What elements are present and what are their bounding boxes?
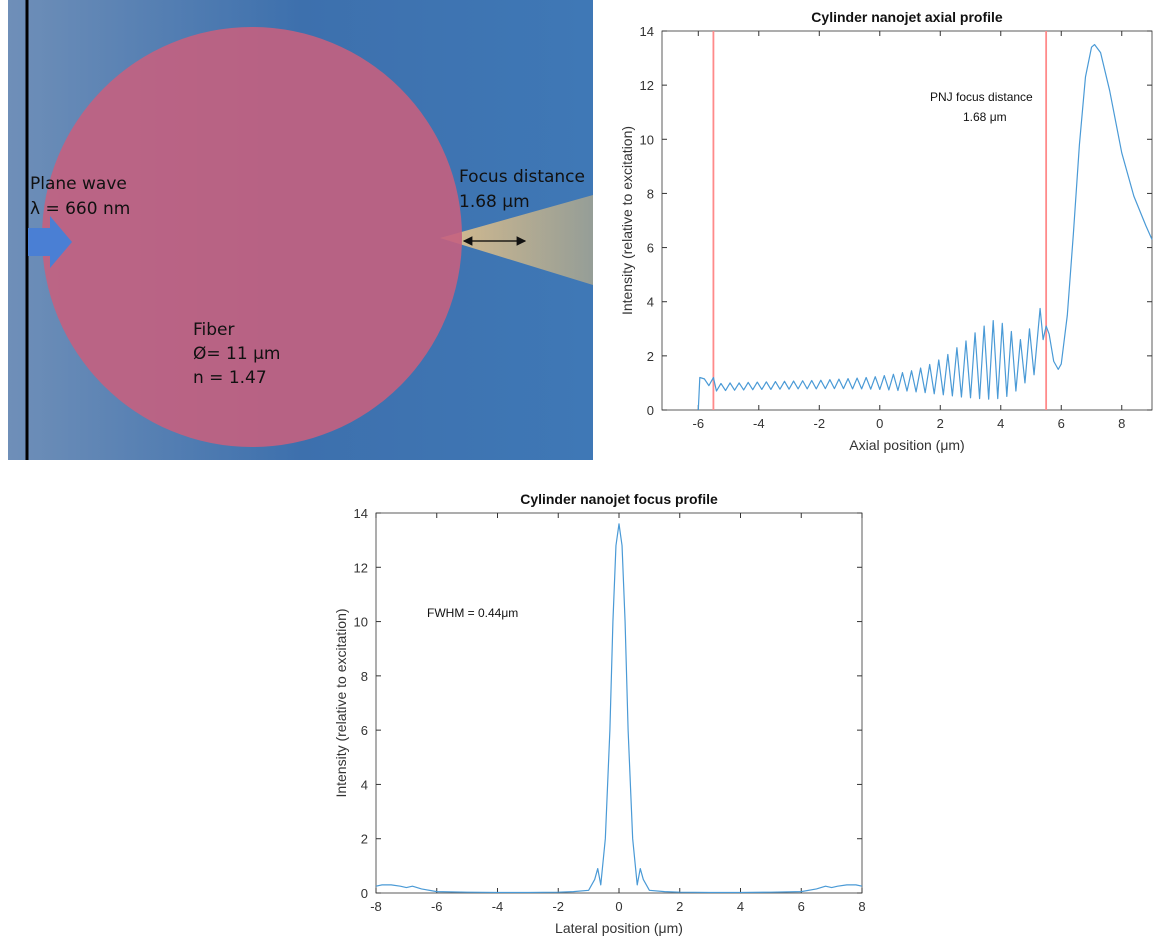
x-tick-label: -6 [431,899,443,914]
y-tick-label: 8 [647,186,654,201]
image-label: n = 1.47 [193,368,267,388]
y-tick-label: 12 [354,560,368,575]
annotation: 1.68 μm [963,110,1007,124]
y-tick-label: 12 [640,78,654,93]
y-axis-label: Intensity (relative to excitation) [619,126,635,315]
image-label: Plane wave [30,174,127,194]
y-tick-label: 10 [354,615,368,630]
x-axis-label: Axial position (μm) [849,437,964,453]
x-tick-label: -4 [753,416,765,431]
y-tick-label: 6 [361,723,368,738]
chart-title: Cylinder nanojet focus profile [520,491,718,507]
x-tick-label: 6 [1058,416,1065,431]
x-tick-label: 6 [798,899,805,914]
data-line [697,43,1153,411]
y-tick-label: 10 [640,132,654,147]
fiber-disk [42,27,462,447]
annotation: PNJ focus distance [930,90,1033,104]
x-tick-label: 8 [1118,416,1125,431]
x-tick-label: 4 [737,899,744,914]
y-tick-label: 0 [361,886,368,901]
x-tick-label: 2 [937,416,944,431]
y-tick-label: 14 [640,24,654,39]
x-tick-label: 0 [876,416,883,431]
y-tick-label: 8 [361,669,368,684]
wave-arrow [28,216,72,268]
y-tick-label: 0 [647,403,654,418]
x-axis-label: Lateral position (μm) [555,920,683,936]
x-tick-label: 0 [615,899,622,914]
x-tick-label: -4 [492,899,504,914]
image-label: Fiber [193,320,235,340]
plot-area [375,512,863,894]
plot-area [661,30,1153,411]
x-tick-label: -2 [814,416,826,431]
y-tick-label: 14 [354,506,368,521]
x-tick-label: 8 [858,899,865,914]
annotation: FWHM = 0.44μm [427,606,518,620]
y-tick-label: 6 [647,241,654,256]
image-label: λ = 660 nm [30,199,130,219]
y-tick-label: 2 [361,832,368,847]
y-axis-label: Intensity (relative to excitation) [333,608,349,797]
x-tick-label: -2 [552,899,564,914]
y-tick-label: 2 [647,349,654,364]
chart: -6 -4 -2 0 2 4 6 8 0 2 4 6 8 10 12 14 Cylinder nanojet a… [619,9,1153,453]
data-line [375,523,863,894]
image-label: Focus distance [459,167,585,187]
y-tick-label: 4 [361,777,368,792]
image-label: Ø= 11 µm [193,344,280,364]
x-tick-label: -8 [370,899,382,914]
chart: -8 -6 -4 -2 0 2 4 6 8 0 2 4 6 8 10 12 14 Cylinder nanojet… [333,491,866,936]
simulation-image: Plane wave λ = 660 nm Focus distance 1.6… [8,0,593,460]
x-tick-label: 2 [676,899,683,914]
chart-title: Cylinder nanojet axial profile [811,9,1003,25]
x-tick-label: -6 [693,416,705,431]
x-tick-label: 4 [997,416,1004,431]
image-label: 1.68 µm [459,192,530,212]
y-tick-label: 4 [647,295,654,310]
